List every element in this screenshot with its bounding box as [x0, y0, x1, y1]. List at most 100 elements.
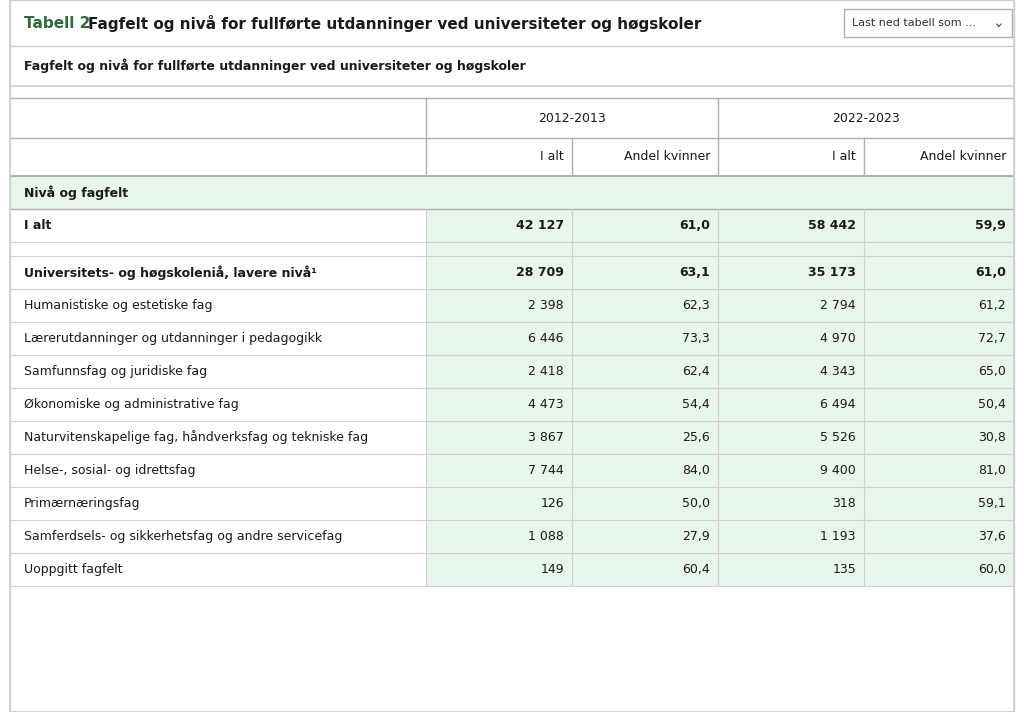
Bar	[572, 176, 718, 209]
Text: 6 494: 6 494	[820, 398, 856, 411]
Bar	[10, 520, 426, 553]
Bar	[10, 355, 426, 388]
Text: 149: 149	[541, 563, 564, 576]
Bar	[572, 242, 718, 256]
Bar	[572, 487, 718, 520]
Text: Økonomiske og administrative fag: Økonomiske og administrative fag	[24, 398, 239, 411]
Text: 318: 318	[833, 497, 856, 510]
Text: 4 343: 4 343	[820, 365, 856, 378]
Text: Fagfelt og nivå for fullførte utdanninger ved universiteter og høgskoler: Fagfelt og nivå for fullførte utdanninge…	[24, 58, 525, 73]
Text: Last ned tabell som ...: Last ned tabell som ...	[852, 18, 976, 28]
Bar	[864, 355, 1014, 388]
Bar	[10, 256, 426, 289]
Bar	[10, 46, 1014, 86]
Text: 50,0: 50,0	[682, 497, 710, 510]
Text: 72,7: 72,7	[978, 332, 1006, 345]
Bar	[718, 176, 864, 209]
Bar	[718, 520, 864, 553]
Bar	[864, 421, 1014, 454]
Bar	[572, 289, 718, 322]
Text: 126: 126	[541, 497, 564, 510]
Text: 3 867: 3 867	[528, 431, 564, 444]
Text: Uoppgitt fagfelt: Uoppgitt fagfelt	[24, 563, 123, 576]
Text: Primærnæringsfag: Primærnæringsfag	[24, 497, 140, 510]
Bar	[10, 138, 426, 176]
Bar	[426, 454, 572, 487]
Bar	[10, 242, 426, 256]
Text: 73,3: 73,3	[682, 332, 710, 345]
Bar	[864, 520, 1014, 553]
Text: 60,0: 60,0	[978, 563, 1006, 576]
Bar	[10, 388, 426, 421]
Text: 62,4: 62,4	[682, 365, 710, 378]
Bar	[718, 322, 864, 355]
Text: 4 970: 4 970	[820, 332, 856, 345]
Text: 4 473: 4 473	[528, 398, 564, 411]
Bar	[572, 256, 718, 289]
Bar	[572, 553, 718, 586]
Text: 84,0: 84,0	[682, 464, 710, 477]
Bar	[572, 209, 718, 242]
Text: I alt: I alt	[24, 219, 51, 232]
Text: 62,3: 62,3	[682, 299, 710, 312]
Bar	[10, 421, 426, 454]
Bar	[426, 388, 572, 421]
Text: 27,9: 27,9	[682, 530, 710, 543]
Bar	[718, 242, 864, 256]
Bar	[864, 553, 1014, 586]
Bar	[10, 86, 1014, 98]
Text: 81,0: 81,0	[978, 464, 1006, 477]
Text: 1 088: 1 088	[528, 530, 564, 543]
Bar	[718, 454, 864, 487]
Text: 6 446: 6 446	[528, 332, 564, 345]
Text: 25,6: 25,6	[682, 431, 710, 444]
Text: ⌄: ⌄	[992, 16, 1004, 30]
Bar	[10, 454, 426, 487]
Bar	[426, 421, 572, 454]
Bar	[864, 388, 1014, 421]
Bar	[572, 322, 718, 355]
Bar	[718, 355, 864, 388]
Bar	[10, 553, 426, 586]
Bar	[10, 0, 1014, 46]
Text: I alt: I alt	[833, 150, 856, 164]
Text: 37,6: 37,6	[978, 530, 1006, 543]
Bar	[10, 289, 426, 322]
Bar	[426, 209, 572, 242]
Text: Tabell 2: Tabell 2	[24, 16, 90, 31]
Text: 58 442: 58 442	[808, 219, 856, 232]
Bar	[572, 355, 718, 388]
Text: 50,4: 50,4	[978, 398, 1006, 411]
Text: I alt: I alt	[541, 150, 564, 164]
Text: Naturvitenskapelige fag, håndverksfag og tekniske fag: Naturvitenskapelige fag, håndverksfag og…	[24, 431, 368, 444]
Bar	[572, 138, 718, 176]
Text: 59,9: 59,9	[975, 219, 1006, 232]
Bar	[426, 520, 572, 553]
Bar	[426, 242, 572, 256]
Bar	[426, 355, 572, 388]
Text: Andel kvinner: Andel kvinner	[920, 150, 1006, 164]
Text: Lærerutdanninger og utdanninger i pedagogikk: Lærerutdanninger og utdanninger i pedago…	[24, 332, 323, 345]
Text: 2022-2023: 2022-2023	[833, 112, 900, 125]
Text: 5 526: 5 526	[820, 431, 856, 444]
Bar	[572, 388, 718, 421]
Bar	[718, 209, 864, 242]
Bar	[426, 322, 572, 355]
Bar	[864, 209, 1014, 242]
Bar	[572, 520, 718, 553]
Text: 2 398: 2 398	[528, 299, 564, 312]
Text: 9 400: 9 400	[820, 464, 856, 477]
Bar	[426, 98, 1014, 138]
Text: 42 127: 42 127	[516, 219, 564, 232]
Text: 2012-2013: 2012-2013	[539, 112, 606, 125]
Bar	[718, 421, 864, 454]
Text: Fagfelt og nivå for fullførte utdanninger ved universiteter og høgskoler: Fagfelt og nivå for fullførte utdanninge…	[88, 14, 701, 31]
Bar	[426, 487, 572, 520]
Bar	[864, 322, 1014, 355]
Text: 65,0: 65,0	[978, 365, 1006, 378]
Text: 61,2: 61,2	[978, 299, 1006, 312]
Text: 2 794: 2 794	[820, 299, 856, 312]
Text: Helse-, sosial- og idrettsfag: Helse-, sosial- og idrettsfag	[24, 464, 196, 477]
Text: 135: 135	[833, 563, 856, 576]
Bar	[10, 98, 426, 138]
